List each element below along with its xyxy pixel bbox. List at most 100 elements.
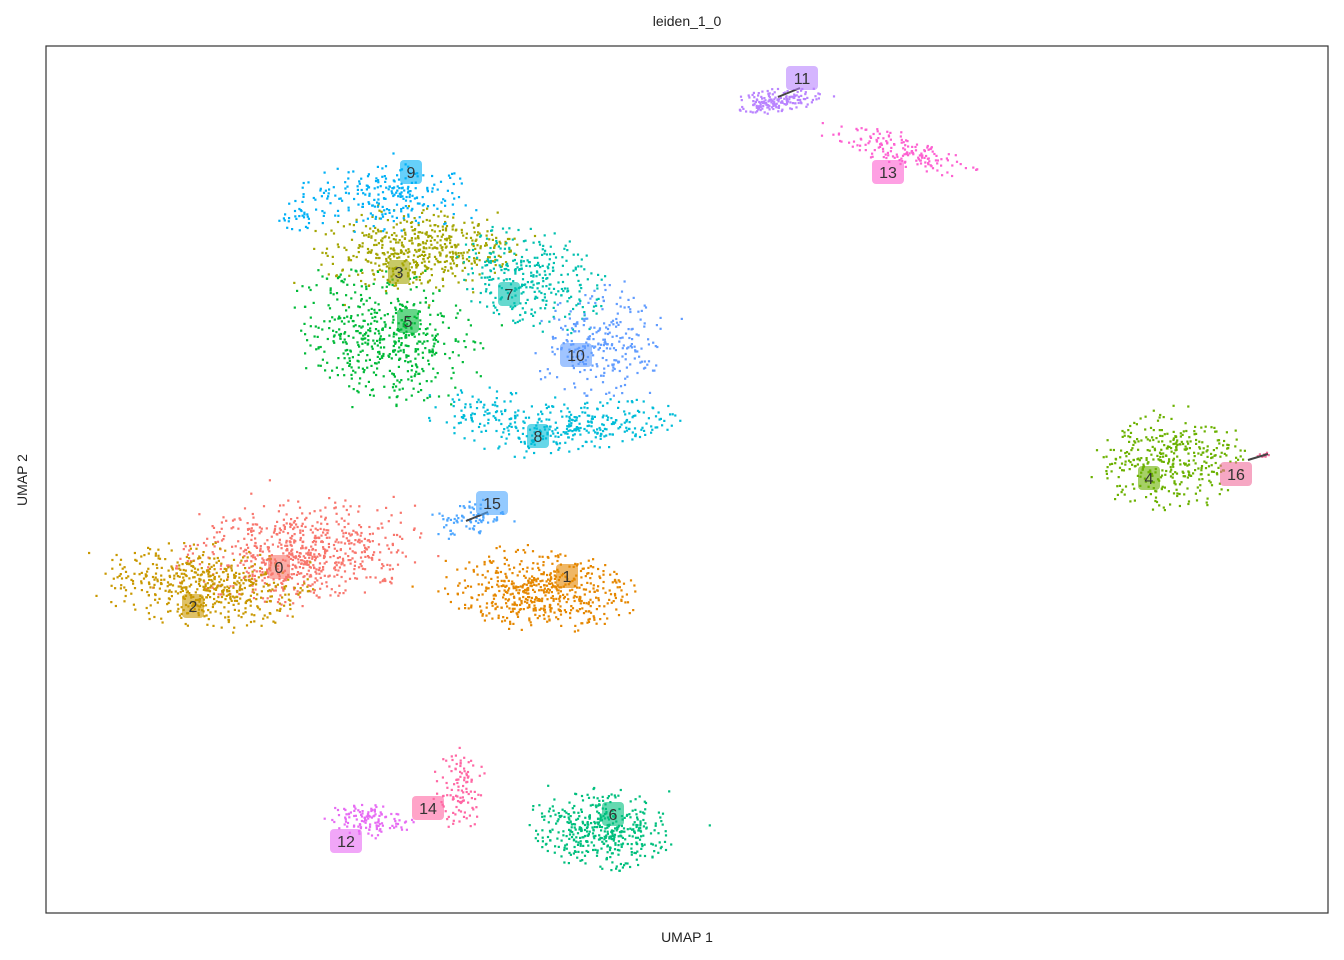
data-point xyxy=(465,236,468,240)
data-point xyxy=(586,621,589,624)
data-point xyxy=(114,604,117,608)
data-point xyxy=(313,536,316,539)
data-point xyxy=(608,846,612,849)
data-point xyxy=(427,306,430,309)
data-point xyxy=(346,353,349,356)
data-point xyxy=(268,589,271,592)
data-point xyxy=(303,322,306,325)
data-point xyxy=(785,103,788,106)
data-point xyxy=(265,600,268,603)
data-point xyxy=(352,320,355,323)
data-point xyxy=(398,388,401,391)
data-point xyxy=(527,586,530,590)
data-point xyxy=(204,589,207,592)
data-point xyxy=(252,516,255,519)
data-point xyxy=(568,417,571,420)
data-point xyxy=(283,604,286,607)
data-point xyxy=(451,250,454,253)
data-point xyxy=(579,569,583,573)
data-point xyxy=(524,597,527,600)
data-point xyxy=(290,573,293,576)
data-point xyxy=(464,586,467,589)
data-point xyxy=(297,593,300,596)
data-point xyxy=(554,396,557,399)
data-point xyxy=(1156,454,1159,457)
data-point xyxy=(319,587,322,590)
data-point xyxy=(322,528,326,531)
data-point xyxy=(409,200,412,203)
data-point xyxy=(414,348,417,351)
data-point xyxy=(550,291,553,294)
data-point xyxy=(1157,440,1160,443)
data-point xyxy=(570,826,573,829)
data-point xyxy=(493,246,496,249)
data-point xyxy=(254,542,257,545)
data-point xyxy=(228,592,231,596)
data-point xyxy=(611,335,614,338)
data-point xyxy=(301,186,304,189)
data-point xyxy=(651,406,654,409)
data-point xyxy=(339,273,342,276)
data-point xyxy=(382,338,385,341)
data-point xyxy=(154,572,158,575)
data-point xyxy=(255,579,258,582)
data-point xyxy=(266,572,269,575)
data-point xyxy=(615,829,618,832)
data-point xyxy=(376,320,379,323)
data-point xyxy=(149,604,152,607)
data-point xyxy=(659,417,662,420)
data-point xyxy=(382,375,385,378)
data-point xyxy=(420,272,423,276)
data-point xyxy=(266,616,269,619)
data-point xyxy=(371,204,374,207)
data-point xyxy=(220,562,223,565)
data-point xyxy=(345,537,348,540)
data-point xyxy=(208,567,212,570)
data-point xyxy=(436,259,439,263)
data-point xyxy=(494,296,497,299)
data-point xyxy=(244,567,247,570)
data-point xyxy=(473,348,476,351)
data-point xyxy=(359,563,362,566)
data-point xyxy=(554,555,557,558)
data-point xyxy=(617,400,621,403)
data-point xyxy=(457,354,460,357)
data-point xyxy=(364,555,367,558)
data-point xyxy=(337,561,340,564)
data-point xyxy=(603,283,606,287)
data-point xyxy=(314,534,317,537)
data-point xyxy=(301,214,304,217)
data-point xyxy=(218,600,221,604)
data-point xyxy=(422,370,425,373)
data-point xyxy=(615,325,618,328)
data-point xyxy=(286,547,289,551)
data-point xyxy=(520,292,523,295)
data-point xyxy=(1176,439,1179,442)
data-point xyxy=(313,510,316,513)
data-point xyxy=(602,580,605,584)
data-point xyxy=(267,590,270,593)
data-point xyxy=(357,566,361,569)
data-point xyxy=(670,424,673,427)
data-point xyxy=(346,185,349,188)
data-point xyxy=(356,359,359,362)
data-point xyxy=(305,563,308,566)
data-point xyxy=(158,587,161,590)
data-point xyxy=(590,572,593,575)
data-point xyxy=(464,567,467,570)
data-point xyxy=(557,812,560,815)
data-point xyxy=(191,552,194,555)
data-point xyxy=(170,549,173,552)
data-point xyxy=(422,203,426,206)
data-point xyxy=(296,582,299,585)
data-point xyxy=(208,563,211,566)
data-point xyxy=(1117,476,1120,479)
data-point xyxy=(339,337,342,340)
data-point xyxy=(572,839,575,842)
data-point xyxy=(549,579,552,582)
data-point xyxy=(369,327,372,330)
data-point xyxy=(343,322,346,325)
data-point xyxy=(534,352,537,355)
data-point xyxy=(1179,435,1182,438)
data-point xyxy=(324,518,327,521)
